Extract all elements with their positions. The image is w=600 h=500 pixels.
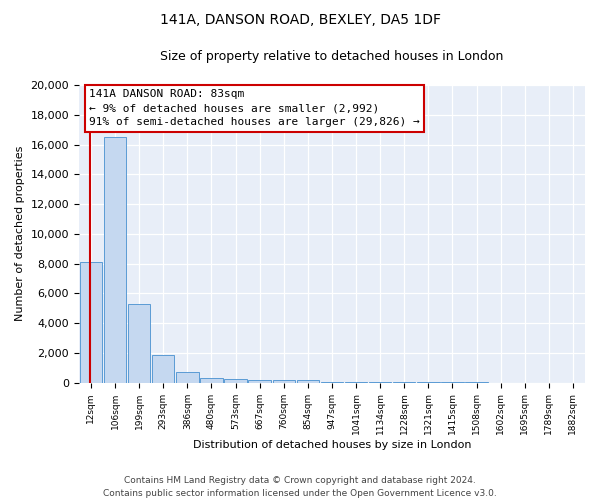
Bar bbox=[200, 378, 223, 382]
Text: Contains HM Land Registry data © Crown copyright and database right 2024.
Contai: Contains HM Land Registry data © Crown c… bbox=[103, 476, 497, 498]
Bar bbox=[128, 304, 151, 382]
Y-axis label: Number of detached properties: Number of detached properties bbox=[15, 146, 25, 322]
Bar bbox=[80, 262, 102, 382]
Bar bbox=[296, 380, 319, 382]
Bar bbox=[272, 380, 295, 382]
Bar bbox=[104, 137, 126, 382]
Bar bbox=[152, 355, 175, 382]
Bar bbox=[176, 372, 199, 382]
Text: 141A DANSON ROAD: 83sqm
← 9% of detached houses are smaller (2,992)
91% of semi-: 141A DANSON ROAD: 83sqm ← 9% of detached… bbox=[89, 90, 420, 128]
Bar bbox=[224, 380, 247, 382]
Text: 141A, DANSON ROAD, BEXLEY, DA5 1DF: 141A, DANSON ROAD, BEXLEY, DA5 1DF bbox=[160, 12, 440, 26]
Bar bbox=[248, 380, 271, 382]
Title: Size of property relative to detached houses in London: Size of property relative to detached ho… bbox=[160, 50, 503, 63]
X-axis label: Distribution of detached houses by size in London: Distribution of detached houses by size … bbox=[193, 440, 471, 450]
